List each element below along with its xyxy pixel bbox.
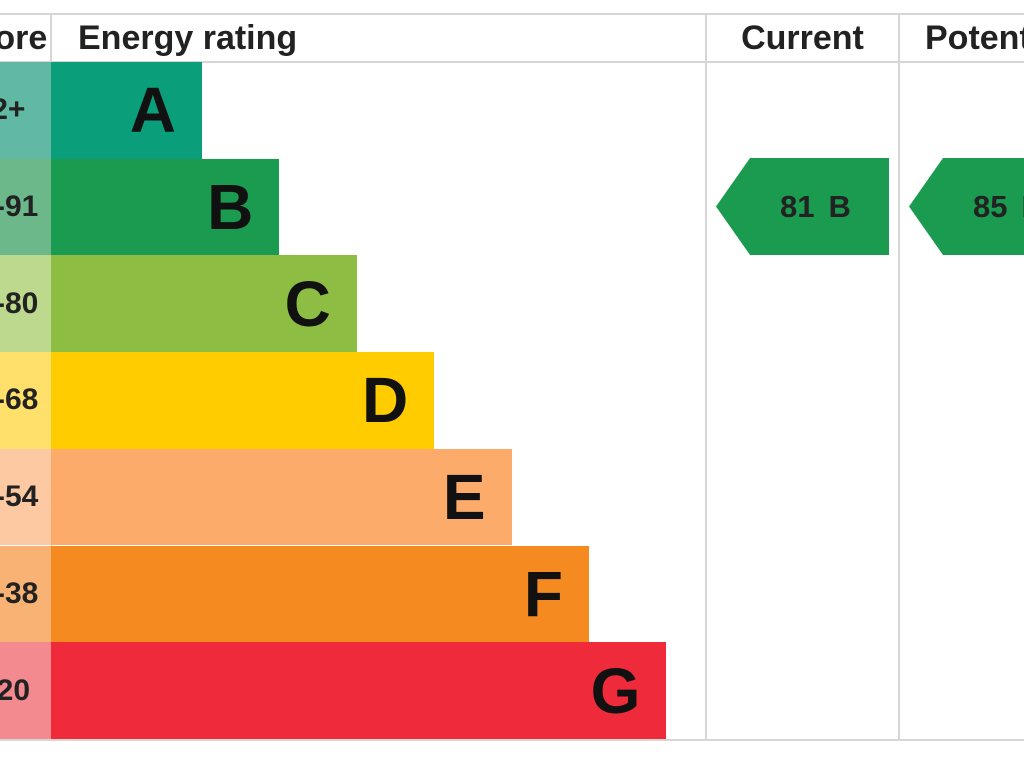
score-cell: 81-91 [0,158,51,256]
score-header: Score [0,19,48,57]
current-arrow: 81 B [716,158,889,255]
score-cell: 21-38 [0,545,51,643]
potential-band: B [1021,189,1024,225]
rating-bar: B [51,158,280,256]
rating-bar: C [51,255,357,353]
score-cell: 55-68 [0,352,51,449]
score-cell: 69-80 [0,255,51,353]
rating-header: Energy rating [78,19,298,57]
potential-value: 85 [973,188,1008,224]
rating-bar: F [51,545,589,643]
score-cell: 92+ [0,62,51,159]
current-band: B [828,188,851,224]
border [0,739,1024,741]
score-cell: 39-54 [0,448,51,546]
rating-bar: A [51,62,202,159]
score-cell: 1-20 [0,642,51,739]
current-header: Current [741,19,864,57]
border [0,13,1024,15]
rating-bar: D [51,352,435,449]
current-value: 81 [780,188,815,224]
rating-bar: G [51,642,667,739]
border [0,61,1024,63]
potential-header: Potential [925,19,1024,57]
divider [705,14,707,740]
divider [898,14,900,740]
rating-bar: E [51,448,512,546]
potential-arrow: 85 B [909,158,1024,255]
